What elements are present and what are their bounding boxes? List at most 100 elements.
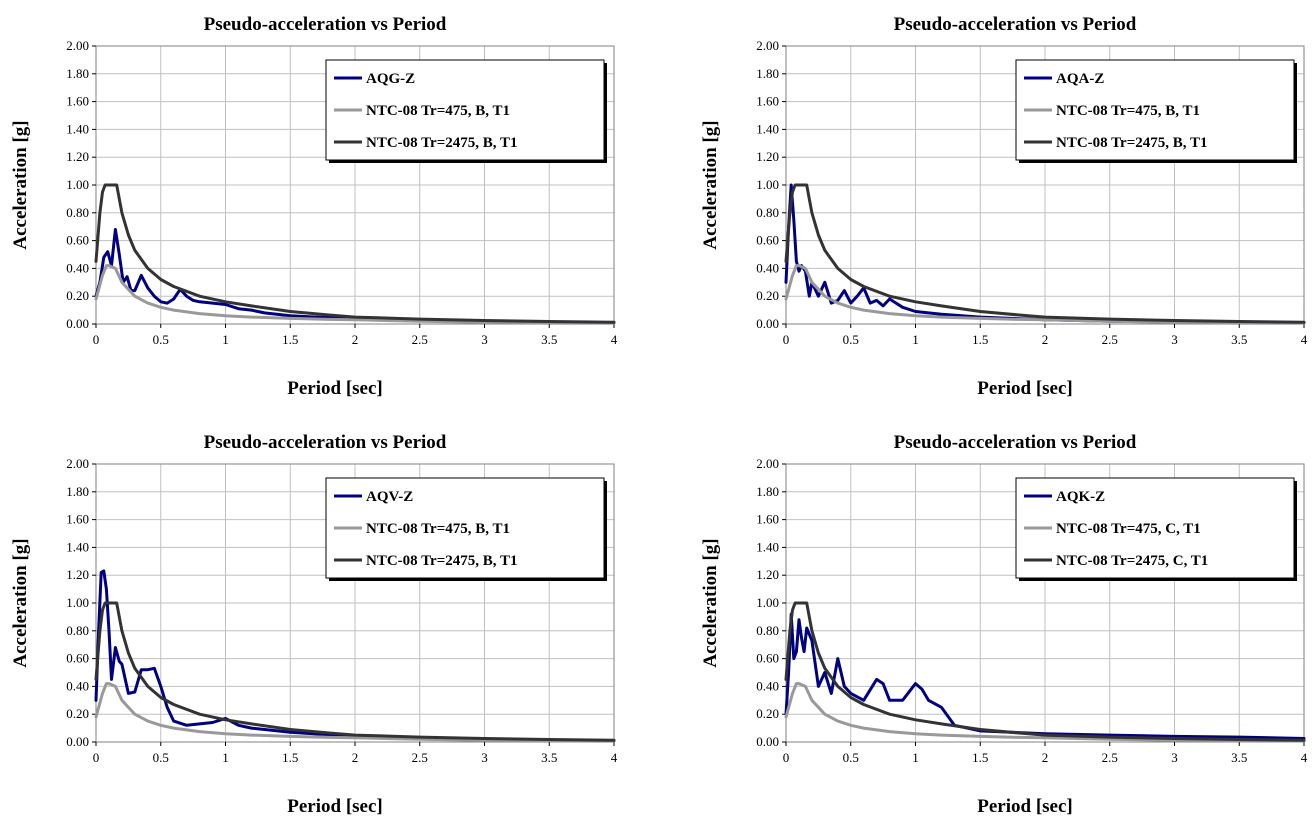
legend-entry: NTC-08 Tr=475, C, T1 <box>1056 521 1201 537</box>
x-tick-label: 4 <box>1301 750 1308 765</box>
legend-box <box>325 477 605 579</box>
y-tick-label: 0.60 <box>66 233 89 248</box>
y-tick-label: 0.20 <box>756 288 779 303</box>
y-tick-label: 1.80 <box>756 484 779 499</box>
legend-entry: NTC-08 Tr=475, B, T1 <box>1056 103 1200 119</box>
x-tick-label: 2.5 <box>1102 332 1118 347</box>
y-tick-label: 2.00 <box>756 456 779 471</box>
y-tick-label: 0.60 <box>756 233 779 248</box>
x-tick-label: 1.5 <box>972 750 988 765</box>
y-tick-label: 0.20 <box>756 706 779 721</box>
x-tick-label: 1.5 <box>972 332 988 347</box>
y-tick-label: 0.80 <box>66 205 89 220</box>
x-tick-label: 3 <box>481 750 488 765</box>
x-axis-label: Period [sec] <box>287 796 382 817</box>
x-tick-label: 0 <box>783 332 790 347</box>
x-tick-label: 3.5 <box>541 332 557 347</box>
legend-box <box>1015 59 1295 161</box>
legend-entry: AQV-Z <box>366 489 413 505</box>
y-tick-label: 0.00 <box>756 316 779 331</box>
legend-entry: AQA-Z <box>1056 71 1104 87</box>
legend-box <box>1015 477 1295 579</box>
y-tick-label: 1.20 <box>756 149 779 164</box>
y-tick-label: 0.40 <box>756 260 779 275</box>
chart-aqa: Pseudo-acceleration vs Period 0.00 0.20 0.4… <box>700 14 1308 399</box>
series-line-1 <box>94 228 616 325</box>
y-tick-label: 0.60 <box>756 651 779 666</box>
legend-entry: AQG-Z <box>366 71 415 87</box>
legend: AQK-Z NTC-08 Tr=475, C, T1 NTC-08 Tr=2475,… <box>1015 477 1297 581</box>
chart-aqv: Pseudo-acceleration vs Period 0.00 0.20 0.4… <box>10 432 618 817</box>
y-tick-label: 2.00 <box>66 456 89 471</box>
legend: AQG-Z NTC-08 Tr=475, B, T1 NTC-08 Tr=2475,… <box>325 59 607 163</box>
x-tick-label: 3 <box>481 332 488 347</box>
legend-entry: NTC-08 Tr=475, B, T1 <box>366 521 510 537</box>
legend-entry: NTC-08 Tr=2475, B, T1 <box>366 135 517 151</box>
y-tick-label: 0.00 <box>756 734 779 749</box>
y-tick-label: 2.00 <box>66 38 89 53</box>
x-tick-label: 2 <box>1042 750 1049 765</box>
chart-title: Pseudo-acceleration vs Period <box>894 14 1137 35</box>
series-line-3 <box>784 183 1306 324</box>
y-tick-label: 1.40 <box>756 539 779 554</box>
x-tick-label: 1.5 <box>282 750 298 765</box>
chart-panel-aqg: Pseudo-acceleration vs Period 0.00 0.20 0.4… <box>0 0 657 407</box>
y-axis-label: Acceleration [g] <box>10 538 31 667</box>
x-tick-label: 3.5 <box>541 750 557 765</box>
x-tick-label: 0 <box>93 750 100 765</box>
y-tick-label: 1.60 <box>66 512 89 527</box>
y-tick-label: 0.40 <box>66 678 89 693</box>
y-tick-label: 1.40 <box>66 539 89 554</box>
x-tick-label: 1 <box>912 332 919 347</box>
series-line-3 <box>94 601 616 742</box>
legend-entry: NTC-08 Tr=475, B, T1 <box>366 103 510 119</box>
x-tick-label: 4 <box>611 332 618 347</box>
y-tick-label: 1.80 <box>66 484 89 499</box>
chart-panel-aqv: Pseudo-acceleration vs Period 0.00 0.20 0.4… <box>0 418 657 825</box>
series-line-2 <box>784 682 1306 743</box>
chart-title: Pseudo-acceleration vs Period <box>204 432 447 453</box>
x-tick-label: 3 <box>1171 332 1178 347</box>
x-tick-label: 2.5 <box>1102 750 1118 765</box>
legend-box <box>325 59 605 161</box>
x-tick-label: 0 <box>93 332 100 347</box>
y-tick-label: 1.40 <box>756 121 779 136</box>
x-tick-label: 1.5 <box>282 332 298 347</box>
chart-aqk: Pseudo-acceleration vs Period 0.00 0.20 0.4… <box>700 432 1308 817</box>
x-axis-label: Period [sec] <box>977 378 1072 399</box>
series-line-2 <box>94 682 616 743</box>
y-tick-label: 0.40 <box>66 260 89 275</box>
x-tick-label: 0 <box>783 750 790 765</box>
x-tick-label: 0.5 <box>843 332 859 347</box>
y-tick-label: 0.20 <box>66 706 89 721</box>
y-tick-label: 0.60 <box>66 651 89 666</box>
x-tick-label: 2.5 <box>412 332 428 347</box>
chart-aqg: Pseudo-acceleration vs Period 0.00 0.20 0.4… <box>10 14 618 399</box>
legend-entry: AQK-Z <box>1056 489 1105 505</box>
legend-entry: NTC-08 Tr=2475, B, T1 <box>1056 135 1207 151</box>
y-tick-label: 1.20 <box>756 567 779 582</box>
x-tick-label: 2 <box>1042 332 1049 347</box>
y-tick-label: 0.80 <box>756 205 779 220</box>
y-tick-label: 1.40 <box>66 121 89 136</box>
y-tick-label: 1.00 <box>756 595 779 610</box>
y-tick-label: 0.00 <box>66 316 89 331</box>
chart-panel-aqa: Pseudo-acceleration vs Period 0.00 0.20 0.4… <box>690 0 1314 407</box>
series-line-1 <box>94 569 616 743</box>
y-tick-label: 1.00 <box>66 177 89 192</box>
y-tick-label: 1.60 <box>756 94 779 109</box>
x-tick-label: 4 <box>611 750 618 765</box>
y-tick-label: 1.80 <box>756 66 779 81</box>
x-tick-label: 4 <box>1301 332 1308 347</box>
y-axis-label: Acceleration [g] <box>700 120 721 249</box>
y-axis-label: Acceleration [g] <box>700 538 721 667</box>
y-tick-label: 0.20 <box>66 288 89 303</box>
legend-entry: NTC-08 Tr=2475, B, T1 <box>366 553 517 569</box>
series-line-3 <box>784 601 1306 742</box>
y-tick-label: 0.00 <box>66 734 89 749</box>
legend: AQV-Z NTC-08 Tr=475, B, T1 NTC-08 Tr=2475,… <box>325 477 607 581</box>
x-axis-label: Period [sec] <box>977 796 1072 817</box>
chart-title: Pseudo-acceleration vs Period <box>204 14 447 35</box>
y-tick-label: 2.00 <box>756 38 779 53</box>
x-tick-label: 0.5 <box>153 332 169 347</box>
